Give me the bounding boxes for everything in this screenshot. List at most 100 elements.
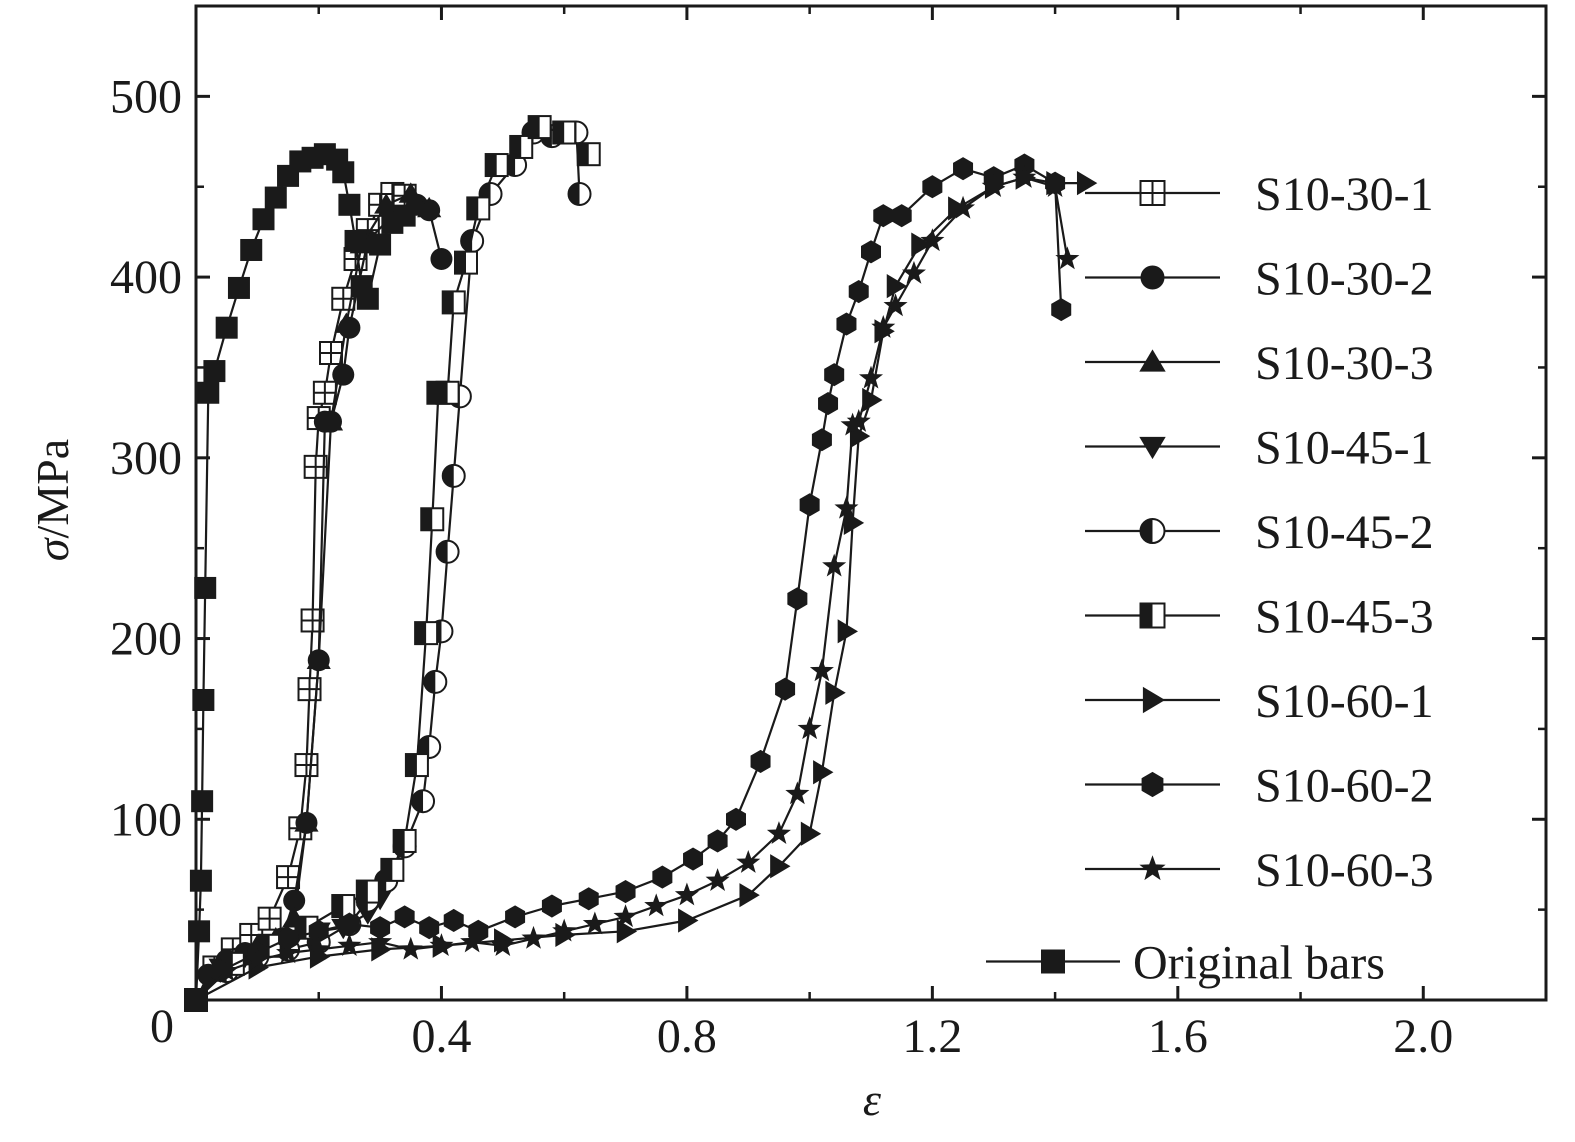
data-point-original-bars (356, 287, 379, 310)
legend-label: S10-45-2 (1255, 506, 1434, 559)
data-point-s10-60-3 (521, 925, 546, 949)
data-point-s10-60-1 (800, 821, 822, 846)
data-point-s10-60-2 (308, 919, 329, 943)
legend-marker-s10-60-3 (1139, 855, 1166, 881)
x-tick-label: 1.6 (1148, 1010, 1208, 1063)
data-point-s10-60-2 (615, 880, 636, 904)
legend: S10-30-1 S10-30-2 S10-30-3 S10-45-1 S10-45-2… (986, 168, 1434, 990)
data-point-s10-60-1 (843, 510, 865, 535)
x-axis-label: ε (863, 1074, 882, 1125)
data-point-s10-60-2 (505, 905, 526, 929)
data-point-s10-60-3 (822, 553, 847, 577)
data-point-original-bars (227, 276, 250, 299)
data-point-s10-45-3 (466, 196, 491, 221)
data-point-original-bars (203, 360, 226, 383)
series-line-s10-60-1 (195, 176, 1086, 1001)
data-point-s10-60-3 (490, 933, 515, 957)
legend-label: S10-45-1 (1255, 422, 1434, 475)
data-point-s10-60-2 (873, 204, 894, 228)
data-point-s10-60-3 (644, 893, 669, 917)
x-tick-label: 1.2 (902, 1010, 962, 1063)
data-point-s10-45-3 (414, 621, 439, 646)
legend-item-original-bars: Original bars (986, 937, 1385, 990)
data-point-s10-60-3 (1043, 174, 1068, 197)
data-point-s10-60-2 (394, 905, 415, 929)
data-point-s10-45-2 (423, 669, 448, 694)
data-point-s10-60-2 (683, 847, 704, 871)
legend-item-s10-60-1: S10-60-1 (1085, 675, 1434, 728)
x-tick-label: 0.8 (657, 1010, 717, 1063)
data-point-s10-45-2 (441, 463, 466, 488)
y-tick-label: 100 (110, 793, 182, 846)
data-point-s10-60-2 (1014, 153, 1035, 177)
legend-marker-s10-60-1 (1142, 686, 1166, 714)
data-point-s10-30-3 (374, 193, 399, 214)
data-point-s10-60-1 (616, 919, 638, 944)
data-point-s10-60-2 (775, 677, 796, 701)
data-point-s10-30-1 (303, 454, 328, 479)
data-point-s10-30-2 (283, 889, 306, 912)
data-point-s10-45-3 (454, 250, 478, 275)
data-point-s10-45-3 (404, 753, 429, 778)
data-point-s10-60-3 (613, 904, 638, 928)
data-point-s10-60-3 (834, 495, 859, 519)
data-point-s10-60-2 (811, 428, 832, 452)
data-point-s10-30-1 (276, 865, 301, 890)
data-point-original-bars (252, 208, 275, 231)
data-point-s10-60-2 (787, 587, 808, 611)
data-point-s10-45-2 (460, 228, 485, 253)
legend-label: S10-45-3 (1255, 591, 1434, 644)
origin-tick-label: 0 (150, 1000, 174, 1053)
data-point-s10-60-2 (725, 807, 747, 831)
series-line-s10-60-3 (195, 176, 1069, 1001)
data-point-s10-45-2 (411, 789, 436, 814)
data-point-s10-60-2 (922, 175, 943, 199)
data-point-s10-45-3 (380, 857, 405, 882)
data-point-s10-60-3 (951, 195, 976, 219)
data-point-s10-60-2 (836, 312, 857, 336)
data-point-s10-60-3 (429, 933, 454, 957)
y-tick-label: 300 (110, 432, 182, 485)
data-point-s10-60-2 (750, 749, 771, 773)
data-point-s10-60-3 (846, 409, 871, 432)
data-point-s10-60-3 (871, 315, 896, 338)
data-point-s10-60-3 (809, 658, 834, 682)
data-point-s10-60-3 (245, 947, 270, 971)
legend-marker-s10-30-2 (1140, 265, 1165, 290)
data-point-original-bars (393, 204, 416, 227)
data-point-s10-30-1 (312, 380, 337, 405)
data-point-s10-60-3 (785, 781, 810, 805)
data-point-s10-60-3 (214, 958, 239, 982)
legend-item-s10-30-3: S10-30-3 (1085, 337, 1434, 390)
legend-item-s10-30-1: S10-30-1 (1085, 168, 1434, 221)
data-point-s10-60-2 (443, 908, 464, 933)
data-point-original-bars (189, 869, 212, 892)
data-point-original-bars (197, 381, 220, 404)
data-point-s10-60-2 (818, 392, 839, 416)
x-tick-label: 0.4 (411, 1010, 471, 1063)
data-point-s10-45-3 (435, 380, 460, 405)
data-point-s10-60-3 (276, 940, 301, 964)
data-point-s10-30-3 (334, 312, 359, 333)
data-point-original-bars (191, 790, 214, 813)
data-point-s10-45-2 (567, 181, 592, 206)
data-point-s10-60-2 (953, 157, 974, 181)
data-point-s10-60-3 (582, 911, 607, 935)
data-point-s10-60-2 (860, 240, 882, 264)
data-point-s10-30-2 (332, 363, 355, 386)
data-point-s10-60-3 (920, 228, 945, 252)
data-point-original-bars (194, 576, 217, 599)
data-point-s10-60-2 (652, 865, 673, 889)
data-point-s10-60-3 (337, 933, 362, 957)
data-point-s10-60-2 (278, 927, 299, 951)
data-point-s10-45-3 (527, 115, 552, 140)
series-s10-30-2 (185, 193, 453, 1011)
data-point-s10-30-1 (257, 906, 282, 931)
data-point-s10-60-2 (848, 279, 869, 304)
data-point-s10-45-3 (441, 290, 466, 315)
data-point-s10-60-2 (339, 912, 360, 936)
data-point-s10-60-1 (1076, 171, 1098, 196)
data-point-s10-45-3 (392, 828, 417, 853)
y-tick-label: 500 (110, 70, 182, 123)
data-point-s10-60-1 (770, 854, 791, 879)
